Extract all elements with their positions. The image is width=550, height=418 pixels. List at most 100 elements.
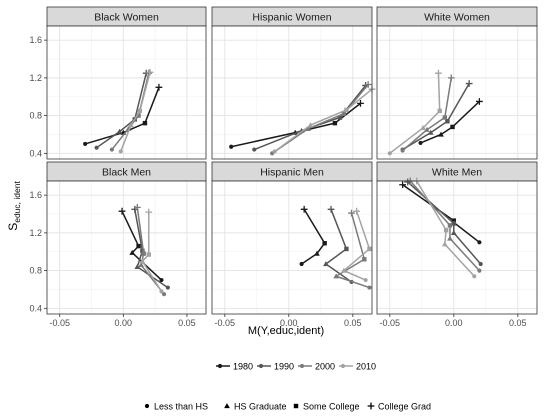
data-point [165,285,170,290]
data-point [146,68,154,76]
data-point [323,261,329,267]
data-point [445,119,450,124]
data-point [145,208,153,216]
panel-background [212,26,372,159]
series-line [402,77,452,152]
y-axis-title-main: S [6,223,20,231]
panel-border [376,180,538,315]
data-point [367,246,372,252]
series-line [324,209,352,283]
legend-education: Less than HS HS Graduate Some College Colle… [144,402,431,412]
panel-background [377,26,537,159]
data-point [146,252,151,257]
data-point [344,246,349,252]
data-point [478,261,483,267]
data-point [450,230,457,236]
legend-label: Some College [303,402,360,412]
data-point [136,243,141,249]
data-point [472,274,477,279]
data-point [139,258,146,264]
data-point [427,129,434,135]
series-2000 [400,74,455,153]
legend-marker [258,363,264,369]
legend-marker [144,403,150,409]
data-point [357,99,364,107]
series-line [84,87,160,145]
data-point [300,205,308,213]
data-point [327,205,335,213]
data-point [142,120,148,126]
data-point [252,147,257,152]
x-axis-title: M(Y,educ,ident) [248,325,324,337]
series-line [301,208,326,265]
data-point [118,149,123,154]
legend-label: HS Graduate [234,402,287,412]
data-point [128,122,134,128]
data-point [424,126,430,132]
x-tick-label: 0.05 [178,318,196,328]
data-point [116,128,123,134]
data-point [437,108,442,114]
panel: Hispanic Men -0.05 0.00 0.05 [211,161,373,328]
data-point [337,115,343,120]
series-2010 [118,68,154,154]
data-point [136,113,141,118]
y-tick-label: 0.8 [29,111,42,121]
legend-education-circle: Less than HS [144,402,208,412]
data-point [140,248,145,254]
data-point [451,221,457,226]
panel-title: White Women [424,12,490,24]
panel-border [211,180,373,315]
series-2010 [387,69,442,156]
panel-border [46,180,207,315]
x-tick-label: -0.05 [380,318,401,328]
data-point [332,120,338,126]
data-point [367,285,372,290]
data-point [341,111,347,116]
data-point [443,227,449,233]
data-point [229,144,234,149]
series-2000 [133,204,167,297]
series-line [271,84,369,154]
panel-border [211,25,373,160]
panels-layer: Black Women 0.4 0.8 1.2 1.6 Hispanic Women Whi… [29,6,538,328]
series-1990 [323,205,354,285]
data-point [138,262,144,268]
panel: Black Men 0.4 0.8 1.2 1.6 -0.05 0.00 0.05 [29,161,207,328]
data-point [477,240,482,245]
y-tick-label: 0.4 [29,303,42,313]
data-point [129,249,136,255]
legend-label: College Grad [378,402,431,412]
series-2000 [333,209,372,290]
panel-title: Black Men [102,167,151,179]
legend-label: Less than HS [154,402,208,412]
series-2010 [340,207,372,283]
data-point [322,241,327,246]
legend-label: 2010 [356,362,376,372]
panel: Black Women 0.4 0.8 1.2 1.6 [29,6,207,160]
legend-year-1990: 1990 [257,362,294,372]
data-point [333,273,340,279]
data-point [476,98,483,105]
data-point [465,80,473,87]
y-tick-label: 1.2 [29,73,42,83]
series-1980 [418,98,483,146]
x-tick-label: 0.05 [344,318,362,328]
legend-year-2010: 2010 [339,362,376,372]
series-line [420,100,480,144]
legend-marker [340,363,346,369]
svg-text:Seduc, ident: Seduc, ident [6,181,22,231]
legend-education-square: Some College [293,402,360,412]
data-point [451,218,457,223]
data-point [418,140,423,146]
series-line [141,212,163,292]
data-point [353,207,361,215]
data-point [438,131,444,137]
data-point [364,81,372,88]
data-point [400,148,405,153]
panel-background [47,181,206,314]
series-line [342,210,371,281]
data-point [435,69,442,77]
data-point [447,235,453,241]
